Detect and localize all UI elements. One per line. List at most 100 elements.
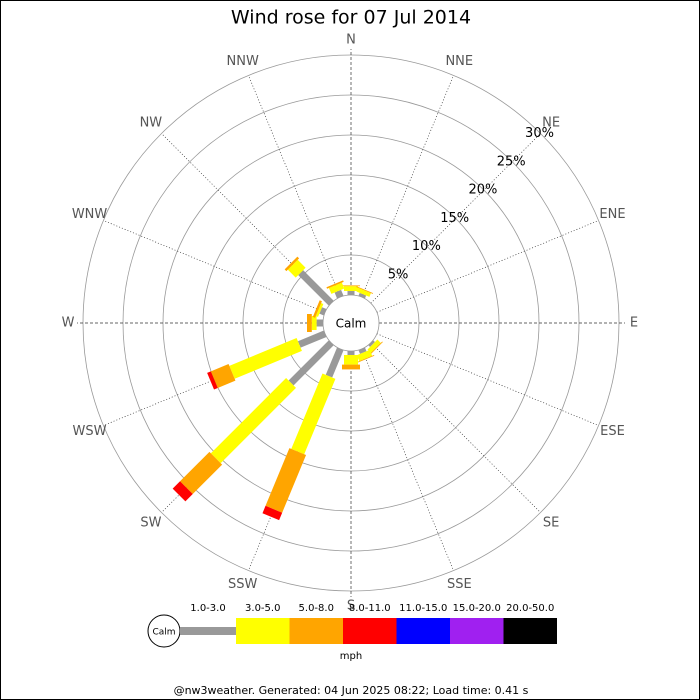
bar-segment bbox=[367, 339, 381, 353]
bar-segment bbox=[312, 300, 322, 318]
direction-label: E bbox=[630, 316, 638, 331]
direction-label: S bbox=[347, 599, 355, 614]
bar-segment bbox=[358, 292, 367, 299]
direction-bar bbox=[284, 256, 334, 306]
bar-segment bbox=[287, 259, 306, 278]
bar-segment bbox=[356, 286, 374, 294]
direction-label: N bbox=[346, 33, 356, 48]
bar-segment bbox=[210, 363, 236, 388]
legend-label: 8.0-11.0 bbox=[349, 603, 391, 614]
bar-segment bbox=[356, 349, 373, 362]
direction-bar bbox=[262, 347, 344, 521]
direction-bar bbox=[342, 285, 360, 295]
radial-line bbox=[361, 348, 454, 571]
direction-label: ENE bbox=[599, 207, 625, 222]
bar-segment bbox=[358, 347, 367, 354]
bar-segment bbox=[291, 373, 336, 455]
calm-label: Calm bbox=[336, 317, 367, 331]
bar-segment bbox=[342, 364, 360, 370]
bar-segment bbox=[298, 270, 334, 306]
legend-swatch bbox=[503, 618, 557, 644]
bar-segment bbox=[297, 330, 327, 348]
direction-label: SSE bbox=[447, 577, 472, 592]
legend-swatch bbox=[289, 618, 343, 644]
legend-label: 20.0-50.0 bbox=[506, 603, 554, 614]
bar-segment bbox=[210, 378, 296, 464]
direction-bar bbox=[172, 340, 334, 502]
direction-bar bbox=[207, 330, 327, 390]
footer: @nw3weather. Generated: 04 Jun 2025 08:2… bbox=[174, 684, 529, 697]
bar-segment bbox=[288, 340, 334, 386]
radial-line bbox=[248, 75, 341, 298]
bar-segment bbox=[316, 319, 324, 327]
bar-segment bbox=[342, 285, 360, 287]
bar-segment bbox=[311, 316, 317, 330]
bar-segment bbox=[344, 355, 358, 365]
bar-segment bbox=[172, 481, 193, 502]
bar-segment bbox=[325, 347, 344, 378]
direction-label: W bbox=[62, 316, 75, 331]
bar-segment bbox=[229, 337, 302, 379]
legend-swatch bbox=[236, 618, 290, 644]
bar-segment bbox=[326, 280, 344, 289]
chart-title: Wind rose for 07 Jul 2014 bbox=[231, 7, 471, 29]
bar-segment bbox=[207, 371, 218, 390]
legend-label: 5.0-8.0 bbox=[299, 603, 334, 614]
direction-label: NE bbox=[542, 115, 560, 130]
radial-line bbox=[361, 75, 454, 298]
bar-segment bbox=[369, 341, 383, 355]
bar-segment bbox=[344, 286, 358, 291]
direction-label: SE bbox=[543, 516, 559, 531]
direction-bar bbox=[342, 351, 360, 370]
legend-label: 1.0-3.0 bbox=[190, 603, 225, 614]
grid bbox=[77, 49, 625, 597]
bar-segment bbox=[368, 340, 375, 347]
legend-swatch bbox=[396, 618, 450, 644]
radial-line bbox=[376, 220, 599, 313]
tick-label: 10% bbox=[412, 239, 441, 254]
direction-label: WSW bbox=[73, 424, 107, 439]
tick-label: 25% bbox=[497, 154, 526, 169]
direction-bar bbox=[367, 339, 383, 355]
tick-label: 15% bbox=[440, 211, 469, 226]
bar-segment bbox=[265, 448, 307, 513]
bar-segment bbox=[315, 303, 324, 317]
direction-bar bbox=[356, 347, 375, 363]
bar-segment bbox=[262, 505, 283, 521]
direction-label: NW bbox=[140, 115, 163, 130]
legend-calm-label: Calm bbox=[152, 628, 175, 638]
legend-label: 11.0-15.0 bbox=[399, 603, 447, 614]
bar-segment bbox=[328, 282, 345, 294]
direction-label: SW bbox=[140, 516, 161, 531]
direction-label: SSW bbox=[228, 577, 258, 592]
direction-bar bbox=[307, 314, 324, 332]
radial-line bbox=[376, 333, 599, 426]
direction-label: WNW bbox=[72, 207, 108, 222]
tick-label: 30% bbox=[525, 126, 554, 141]
bar-segment bbox=[307, 314, 312, 332]
legend-label: 15.0-20.0 bbox=[453, 603, 501, 614]
direction-bar bbox=[312, 300, 327, 318]
calm-circle bbox=[322, 294, 380, 352]
bar-segment bbox=[357, 355, 375, 363]
bar-segment bbox=[284, 256, 300, 272]
bar-segment bbox=[319, 307, 327, 316]
direction-label: ESE bbox=[600, 424, 625, 439]
tick-label: 20% bbox=[468, 183, 497, 198]
bar-segment bbox=[356, 287, 371, 297]
direction-label: NNW bbox=[227, 54, 259, 69]
direction-label: NNE bbox=[445, 54, 473, 69]
legend-swatch bbox=[450, 618, 504, 644]
radial-line bbox=[370, 133, 541, 304]
legend-swatch bbox=[180, 627, 236, 635]
bar-segment bbox=[347, 291, 355, 295]
bar-segment bbox=[180, 451, 223, 494]
bar-segment bbox=[347, 351, 355, 355]
unit-label: mph bbox=[340, 651, 362, 662]
legend-label: 3.0-5.0 bbox=[245, 603, 280, 614]
legend-swatch bbox=[343, 618, 397, 644]
direction-bar bbox=[356, 286, 374, 299]
tick-label: 5% bbox=[388, 267, 409, 282]
radial-line bbox=[370, 342, 541, 513]
